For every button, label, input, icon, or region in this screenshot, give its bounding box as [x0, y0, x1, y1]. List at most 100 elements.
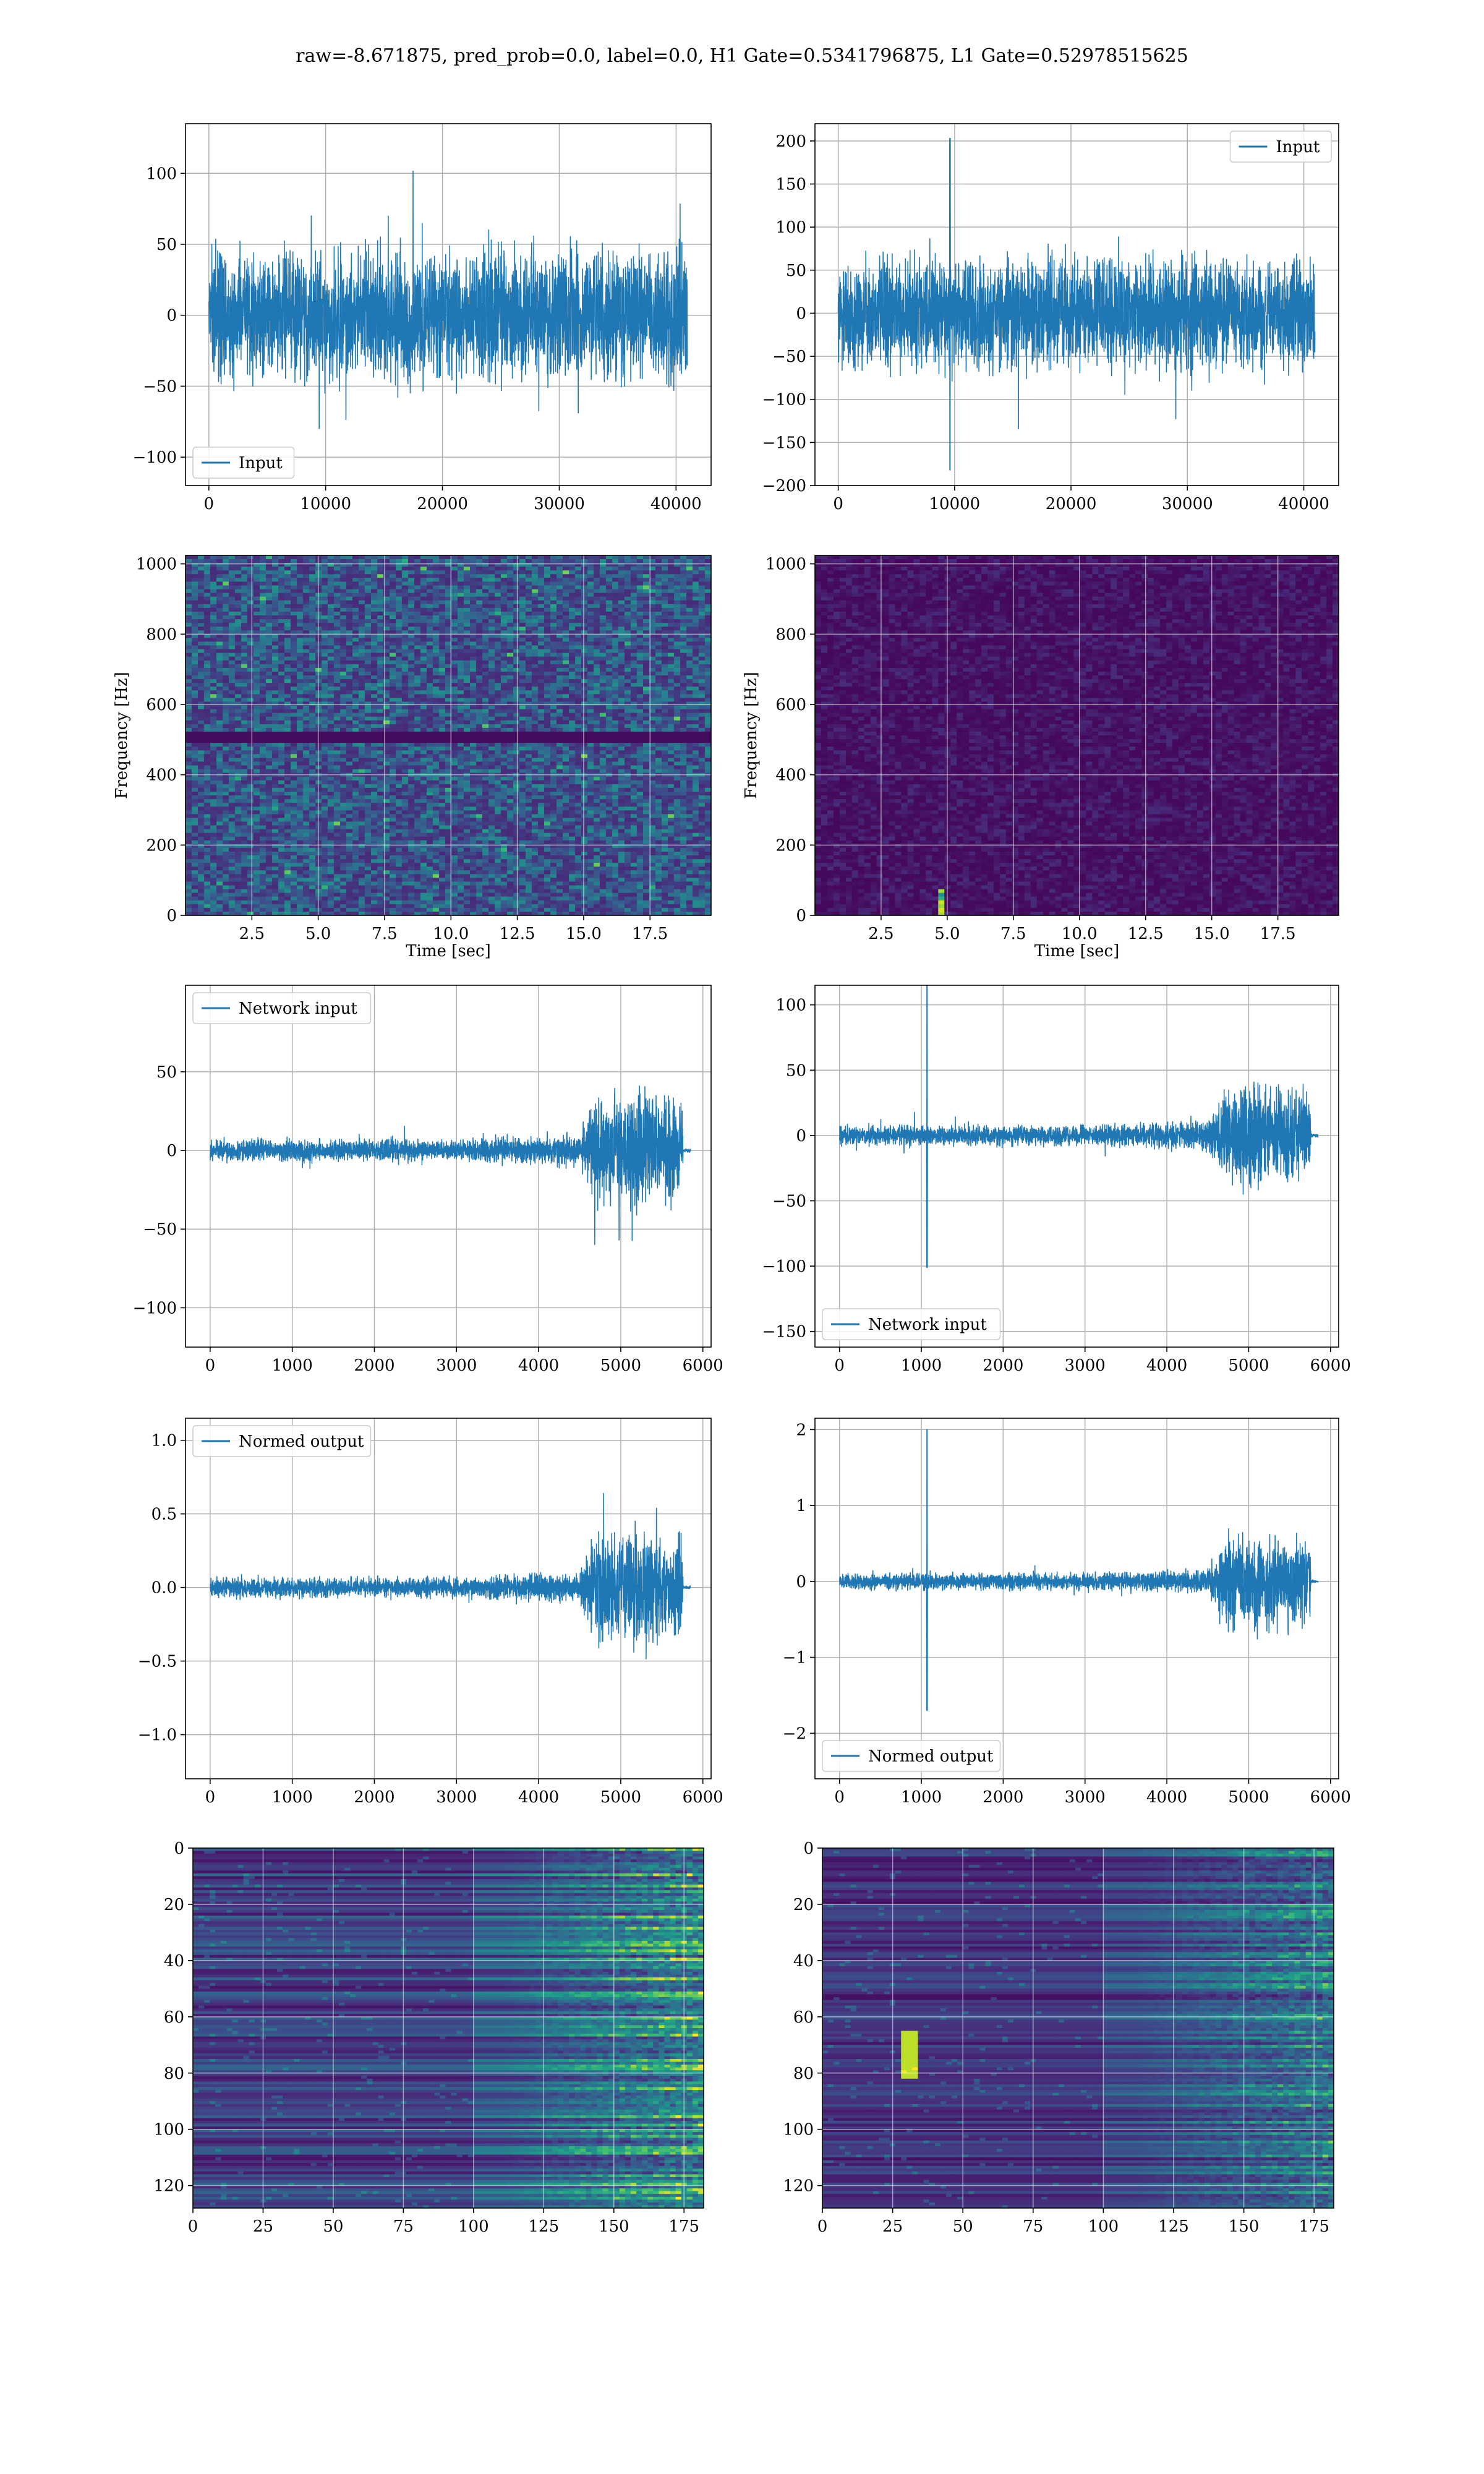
legend: Network input	[822, 1308, 1001, 1340]
figure-suptitle: raw=-8.671875, pred_prob=0.0, label=0.0,…	[296, 45, 1188, 67]
legend: Normed output	[822, 1740, 1001, 1772]
y-tick-label: 0	[166, 307, 177, 325]
x-tick-label: 3000	[436, 1356, 477, 1375]
x-tick-label: 6000	[1310, 1788, 1351, 1807]
legend-label: Input	[239, 454, 283, 473]
y-tick-label: 0	[796, 907, 806, 925]
y-tick-label: 400	[775, 766, 806, 785]
x-axis-label: Time [sec]	[1034, 942, 1120, 961]
y-tick-label: 80	[793, 2065, 814, 2083]
y-tick-label: −100	[762, 1257, 806, 1276]
panel-h1-features: 0 25 50 75 100 125 150 175 0 20 40 60 80 100 120	[153, 1839, 704, 2236]
y-tick-label: 800	[775, 625, 806, 644]
y-tick-label: 100	[783, 2121, 814, 2139]
y-tick-label: 50	[786, 1061, 806, 1080]
x-tick-label: 50	[953, 2217, 973, 2236]
axes-frame	[192, 1847, 704, 2209]
y-tick-label: 0	[803, 1839, 814, 1858]
x-tick-label: 0	[834, 1788, 845, 1807]
y-tick-label: 2	[796, 1421, 806, 1439]
x-tick-label: 10000	[300, 495, 351, 513]
x-tick-label: 5000	[600, 1356, 641, 1375]
x-tick-label: 10.0	[1062, 925, 1098, 943]
x-tick-label: 12.5	[500, 925, 535, 943]
panel-h1-spectrogram: 2.5 5.0 7.5 10.0 12.5 15.0 17.5 0 200 400 600 800 10…	[113, 555, 712, 961]
panel-l1-network-input: 0 1000 2000 3000 4000 5000 6000 −150 −100 −50 0 50 1…	[762, 985, 1351, 1375]
panel-l1-features: 0 25 50 75 100 125 150 175 0 20 40 60 80 100 120	[783, 1839, 1334, 2236]
x-tick-label: 6000	[683, 1356, 723, 1375]
y-axis-label: Frequency [Hz]	[113, 672, 131, 799]
x-tick-label: 2.5	[239, 925, 265, 943]
x-tick-label: 3000	[1065, 1788, 1106, 1807]
y-tick-label: 0	[174, 1839, 184, 1858]
y-tick-label: 200	[775, 836, 806, 855]
x-tick-label: 50	[323, 2217, 343, 2236]
x-tick-label: 4000	[518, 1356, 559, 1375]
y-tick-label: 0.0	[151, 1579, 177, 1598]
y-tick-label: 20	[164, 1896, 184, 1914]
x-tick-label: 2000	[354, 1788, 394, 1807]
y-tick-label: 0.5	[151, 1505, 177, 1524]
y-tick-label: −50	[772, 348, 806, 366]
x-tick-label: 0	[834, 1356, 845, 1375]
y-tick-label: 20	[793, 1896, 814, 1914]
series-line	[210, 1492, 691, 1659]
plot-area	[186, 124, 711, 486]
x-tick-label: 150	[599, 2217, 629, 2236]
x-tick-label: 40000	[650, 495, 702, 513]
axes-frame	[814, 555, 1339, 916]
y-tick-label: −1.0	[138, 1726, 177, 1745]
x-tick-label: 5000	[1228, 1788, 1269, 1807]
x-tick-label: 2.5	[868, 925, 893, 943]
x-tick-label: 5000	[1228, 1356, 1269, 1375]
legend-label: Network input	[239, 999, 357, 1018]
axes-frame	[185, 985, 712, 1348]
x-tick-label: 125	[1158, 2217, 1189, 2236]
x-tick-label: 175	[668, 2217, 699, 2236]
x-tick-label: 0	[204, 495, 215, 513]
series-line	[837, 137, 1316, 471]
series-line	[208, 170, 688, 429]
x-tick-label: 5.0	[934, 925, 960, 943]
panel-h1-network-input: 0 1000 2000 3000 4000 5000 6000 −100 −50 0 50 Netwo…	[133, 985, 723, 1375]
panel-h1-input: 0 10000 20000 30000 40000 −100 −50 0 50 100 Input	[133, 123, 712, 513]
y-tick-label: −1	[783, 1649, 806, 1667]
legend: Network input	[192, 992, 372, 1024]
y-tick-label: 400	[146, 766, 177, 785]
legend-label: Normed output	[868, 1747, 994, 1766]
y-tick-label: 200	[146, 836, 177, 855]
x-tick-label: 1000	[272, 1356, 313, 1375]
y-tick-label: −100	[762, 391, 806, 409]
y-tick-label: 100	[775, 218, 806, 237]
x-tick-label: 20000	[417, 495, 468, 513]
axes-frame	[814, 985, 1339, 1348]
y-tick-label: −150	[762, 1323, 806, 1342]
x-tick-label: 4000	[1146, 1356, 1187, 1375]
x-tick-label: 0	[188, 2217, 198, 2236]
x-tick-label: 30000	[534, 495, 585, 513]
legend: Normed output	[192, 1425, 372, 1457]
series-line	[838, 985, 1319, 1268]
axes-frame	[185, 1418, 712, 1779]
y-tick-label: 600	[775, 696, 806, 714]
y-tick-label: 1.0	[151, 1432, 177, 1450]
y-tick-label: 600	[146, 696, 177, 714]
x-tick-label: 6000	[683, 1788, 723, 1807]
plot-area	[186, 1418, 711, 1779]
y-tick-label: 0	[166, 1142, 177, 1160]
y-tick-label: 50	[156, 236, 177, 254]
y-tick-label: 0	[796, 304, 806, 323]
axes-frame	[185, 555, 712, 916]
y-tick-label: 120	[153, 2177, 184, 2196]
x-tick-label: 5.0	[305, 925, 331, 943]
x-tick-label: 150	[1229, 2217, 1260, 2236]
plot-area	[186, 555, 711, 915]
y-tick-label: −2	[783, 1724, 806, 1743]
y-tick-label: 50	[786, 262, 806, 280]
y-tick-label: 40	[793, 1952, 814, 1971]
legend-box	[192, 1425, 372, 1457]
x-tick-label: 5000	[600, 1788, 641, 1807]
y-tick-label: 40	[164, 1952, 184, 1971]
x-tick-label: 25	[882, 2217, 903, 2236]
